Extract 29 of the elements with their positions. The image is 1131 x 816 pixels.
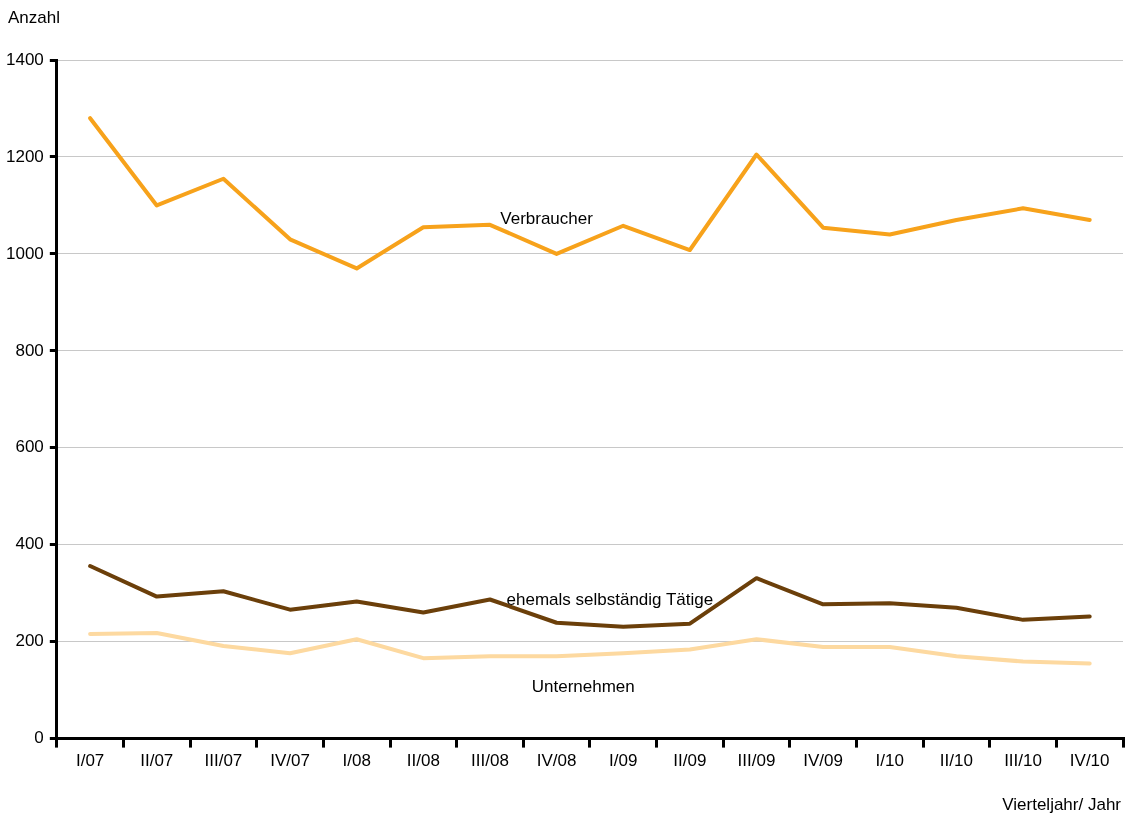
- x-tick-label: IV/09: [803, 751, 843, 771]
- y-tick-label: 0: [34, 728, 44, 748]
- series-label: ehemals selbständig Tätige: [506, 589, 714, 609]
- x-tick-label: I/07: [75, 751, 105, 771]
- series-label: Verbraucher: [500, 209, 594, 229]
- y-tick-label: 800: [15, 340, 44, 360]
- x-tick-label: I/09: [609, 751, 638, 771]
- y-tick-label: 1000: [5, 243, 44, 263]
- x-tick-label: II/08: [406, 751, 440, 771]
- x-tick-label: II/07: [140, 751, 174, 771]
- x-tick-label: IV/08: [536, 751, 577, 771]
- y-tick-label: 200: [15, 631, 44, 651]
- y-tick-label: 400: [15, 534, 44, 554]
- x-tick-label: I/10: [875, 751, 904, 771]
- x-tick-label: IV/10: [1069, 751, 1110, 771]
- y-axis-title: Anzahl: [8, 8, 60, 28]
- x-tick-label: I/08: [342, 751, 371, 771]
- x-tick-label: II/10: [939, 751, 973, 771]
- x-tick-label: III/09: [737, 751, 776, 771]
- series-label: Unternehmen: [531, 676, 635, 696]
- x-tick-label: III/08: [471, 751, 509, 771]
- x-tick-label: III/10: [1004, 751, 1042, 771]
- y-tick-label: 1400: [5, 49, 44, 69]
- x-tick-label: IV/07: [270, 751, 310, 771]
- y-tick-label: 1200: [5, 146, 44, 166]
- x-tick-label: III/07: [204, 751, 243, 771]
- y-tick-label: 600: [15, 437, 44, 457]
- x-tick-label: II/09: [673, 751, 707, 771]
- x-axis-title: Vierteljahr/ Jahr: [1002, 795, 1122, 815]
